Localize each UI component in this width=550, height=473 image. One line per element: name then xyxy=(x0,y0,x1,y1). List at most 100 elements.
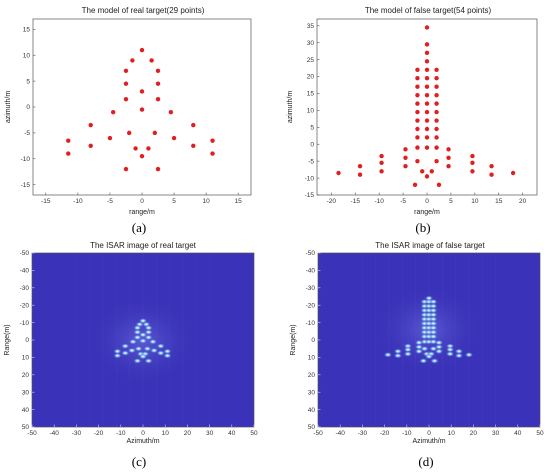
y-tick-label: 25 xyxy=(307,57,315,64)
data-point xyxy=(425,101,429,105)
data-point xyxy=(430,169,434,173)
data-point xyxy=(470,161,474,165)
data-point xyxy=(425,145,429,149)
y-tick-label: -20 xyxy=(20,302,30,309)
y-tick-label: -30 xyxy=(306,285,316,292)
data-point xyxy=(434,93,438,97)
x-tick-label: 15 xyxy=(235,198,243,205)
data-point xyxy=(470,154,474,158)
scatter-center xyxy=(430,358,439,364)
x-tick-label: 5 xyxy=(172,198,176,205)
data-point xyxy=(358,172,362,176)
data-point xyxy=(379,161,383,165)
y-axis-label: Range(m) xyxy=(290,324,297,355)
y-axis-label: Range(m) xyxy=(4,324,11,355)
data-point xyxy=(172,136,176,140)
plot-frame xyxy=(33,19,251,195)
y-tick-label: -20 xyxy=(306,302,316,309)
x-tick-label: 0 xyxy=(141,430,145,437)
data-point xyxy=(140,48,144,52)
y-tick-label: -40 xyxy=(306,268,316,275)
data-point xyxy=(149,58,153,62)
y-tick-label: 50 xyxy=(308,424,316,431)
data-point xyxy=(156,82,160,86)
x-tick-label: 10 xyxy=(203,198,211,205)
y-tick-label: 20 xyxy=(308,372,316,379)
scatter-center xyxy=(156,343,165,349)
data-point xyxy=(156,69,160,73)
panel-label: (d) xyxy=(418,454,433,469)
data-point xyxy=(415,118,419,122)
data-point xyxy=(434,101,438,105)
x-tick-label: -15 xyxy=(41,198,51,205)
scatter-center xyxy=(139,338,148,344)
data-point xyxy=(425,118,429,122)
data-point xyxy=(489,172,493,176)
data-point xyxy=(140,154,144,158)
scatter-center xyxy=(121,343,130,349)
data-point xyxy=(434,135,438,139)
data-point xyxy=(156,167,160,171)
x-tick-label: -40 xyxy=(335,430,345,437)
y-tick-label: -15 xyxy=(305,192,315,199)
y-tick-label: -5 xyxy=(24,130,30,137)
data-point xyxy=(434,145,438,149)
scatter-center xyxy=(113,353,122,359)
y-tick-label: -10 xyxy=(21,156,31,163)
data-point xyxy=(66,151,70,155)
y-tick-label: 30 xyxy=(22,389,30,396)
data-point xyxy=(425,42,429,46)
panel-label: (b) xyxy=(415,220,430,235)
data-point xyxy=(336,171,340,175)
data-point xyxy=(415,84,419,88)
y-tick-label: 10 xyxy=(22,355,30,362)
y-tick-label: 10 xyxy=(308,355,316,362)
x-tick-label: 30 xyxy=(492,430,500,437)
scatter-center xyxy=(403,351,412,357)
x-tick-label: -5 xyxy=(107,198,113,205)
data-point xyxy=(140,89,144,93)
x-tick-label: -20 xyxy=(327,198,337,205)
y-tick-label: 0 xyxy=(311,337,315,344)
x-tick-label: 15 xyxy=(495,198,503,205)
data-point xyxy=(210,138,214,142)
x-tick-label: -10 xyxy=(402,430,412,437)
data-point xyxy=(446,164,450,168)
y-tick-label: 20 xyxy=(22,372,30,379)
data-point xyxy=(124,69,128,73)
chart-title: The ISAR image of real target xyxy=(90,241,197,250)
x-tick-label: 20 xyxy=(519,198,527,205)
y-tick-label: 0 xyxy=(26,104,30,111)
data-point xyxy=(437,183,441,187)
axis-ticks: -15 -10 -5 0 5 10 15 -15 -10 -5 0 5 10 15 xyxy=(21,27,243,205)
x-tick-label: 20 xyxy=(184,430,192,437)
y-tick-label: -50 xyxy=(306,250,316,257)
y-tick-label: 0 xyxy=(25,337,29,344)
data-point xyxy=(434,76,438,80)
data-point xyxy=(89,123,93,127)
data-point xyxy=(415,159,419,163)
x-tick-label: 20 xyxy=(470,430,478,437)
x-axis-label: Azimuth/m xyxy=(412,438,445,445)
scatter-center xyxy=(393,353,402,359)
data-point xyxy=(108,136,112,140)
data-point xyxy=(358,164,362,168)
y-tick-label: 30 xyxy=(308,389,316,396)
x-tick-label: -20 xyxy=(94,430,104,437)
y-tick-label: -15 xyxy=(21,182,31,189)
data-point xyxy=(425,174,429,178)
x-axis-label: Azimuth/m xyxy=(126,438,159,445)
data-point xyxy=(146,146,150,150)
data-point xyxy=(140,107,144,111)
scatter-center xyxy=(148,339,157,345)
data-point xyxy=(415,127,419,131)
data-point xyxy=(191,144,195,148)
data-point xyxy=(434,127,438,131)
y-tick-label: 35 xyxy=(307,23,315,30)
x-tick-label: 50 xyxy=(536,430,544,437)
x-tick-label: -15 xyxy=(351,198,361,205)
x-tick-label: -10 xyxy=(73,198,83,205)
x-tick-label: 40 xyxy=(514,430,522,437)
x-tick-label: -30 xyxy=(72,430,82,437)
x-tick-label: 10 xyxy=(162,430,170,437)
